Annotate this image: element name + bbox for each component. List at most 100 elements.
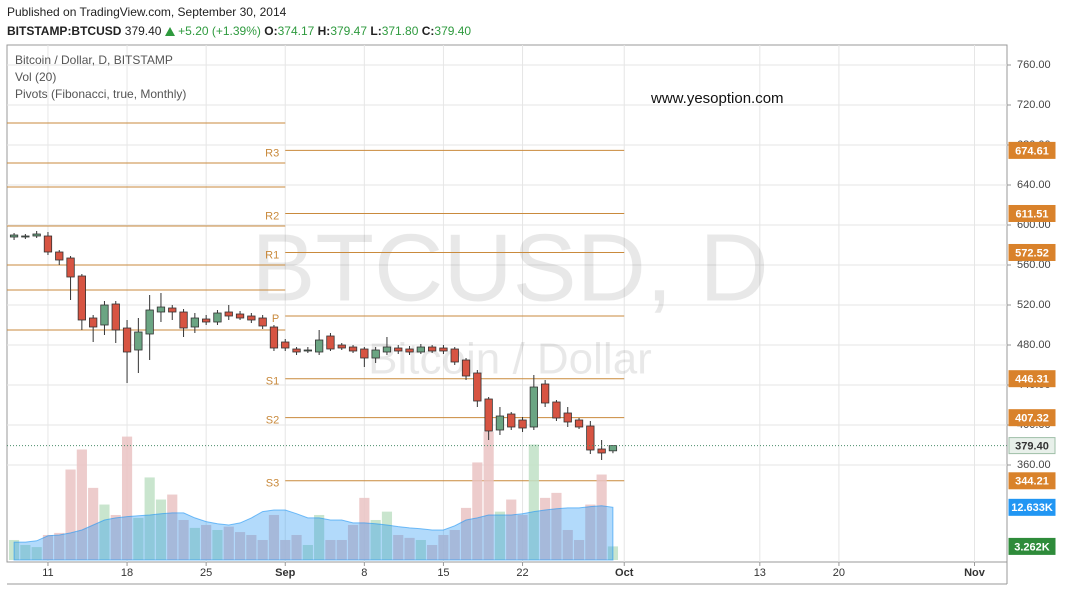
- axis-price-label: 446.31: [1015, 374, 1049, 386]
- volume-bar: [562, 529, 573, 560]
- axis-price-label: 3.262K: [1014, 541, 1050, 553]
- up-arrow: [164, 27, 175, 36]
- axis-price-box: [1008, 498, 1056, 516]
- volume-bar: [76, 449, 87, 560]
- published: Published on TradingView.com, September …: [7, 5, 287, 19]
- candle-body: [202, 318, 211, 323]
- volume-bar: [483, 431, 494, 560]
- y-tick-label: 640.00: [1017, 179, 1051, 191]
- ohlc-key: L:: [370, 24, 382, 38]
- volume-bar: [54, 532, 65, 560]
- x-tick-label: Sep: [275, 567, 295, 579]
- volume-bar: [347, 524, 359, 560]
- candle-body: [179, 311, 188, 329]
- pivot-name: S2: [266, 415, 279, 427]
- volume-bar: [359, 497, 370, 560]
- candle-body: [292, 348, 301, 353]
- candle-body: [134, 331, 143, 351]
- candle-body: [9, 234, 19, 238]
- candle-body: [507, 413, 516, 428]
- candle-body: [348, 346, 358, 352]
- axis-price-label: 674.61: [1015, 145, 1049, 157]
- volume-bar: [540, 497, 551, 560]
- y-tick-label: 760.00: [1017, 59, 1051, 71]
- x-tick-label: 8: [361, 567, 367, 579]
- x-tick-label: 11: [42, 567, 53, 579]
- candle-body: [552, 401, 561, 419]
- volume-bar: [178, 519, 189, 560]
- volume-bar: [268, 514, 280, 560]
- volume-bar: [155, 499, 167, 560]
- candle-body: [382, 346, 392, 353]
- volume-bar: [133, 517, 144, 560]
- volume-bar: [291, 534, 302, 560]
- ohlc-key: H:: [317, 24, 331, 38]
- axes: 360.00400.00440.00480.00520.00560.00600.…: [42, 59, 1056, 579]
- candle-body: [247, 315, 256, 321]
- volume-bar: [325, 539, 336, 560]
- volume-bar: [246, 534, 257, 560]
- candle-body: [439, 347, 448, 352]
- volume-bar: [144, 477, 155, 560]
- axis-price-label: 12.633K: [1011, 502, 1053, 514]
- volume-bar: [302, 544, 313, 560]
- quote-line: BITSTAMP:BTCUSD 379.40 +5.20 (+1.39%) O:…: [7, 22, 471, 41]
- volume-bar: [280, 539, 291, 560]
- candle-body: [597, 448, 606, 454]
- x-tick-label: 15: [437, 567, 449, 579]
- axis-price-box: [1008, 409, 1056, 427]
- candle-body: [89, 317, 98, 328]
- y-tick-label: 560.00: [1017, 259, 1051, 271]
- axis-price-box: [1008, 204, 1056, 222]
- axis-price-box: [1008, 141, 1056, 159]
- candle-body: [66, 257, 75, 278]
- candle-body: [574, 419, 584, 428]
- candle-body: [100, 304, 109, 326]
- symbol: BITSTAMP:BTCUSD: [7, 24, 122, 38]
- volume-bar: [189, 527, 200, 560]
- candle-body: [303, 349, 312, 352]
- volume-bar: [31, 547, 42, 560]
- volume-bar: [381, 511, 393, 560]
- candle-body: [43, 235, 53, 253]
- candle-body: [529, 386, 538, 428]
- pivot-name: R2: [265, 210, 279, 222]
- volume-bar: [573, 539, 585, 560]
- candle-body: [235, 313, 245, 319]
- legend-entry: Pivots (Fibonacci, true, Monthly): [15, 87, 186, 101]
- axis-price-box: [1008, 370, 1056, 388]
- candle-body: [450, 348, 459, 363]
- x-tick-label: 22: [516, 567, 528, 579]
- volume-bar: [212, 529, 223, 560]
- y-tick-label: 720.00: [1017, 99, 1051, 111]
- pivot-name: R3: [265, 147, 279, 159]
- candle-body: [258, 317, 267, 327]
- candle-body: [484, 398, 493, 432]
- ohlc-key: O:: [264, 24, 278, 38]
- axis-price-label: 407.32: [1015, 413, 1049, 425]
- header: Published on TradingView.com, September …: [7, 3, 471, 41]
- volume-bar: [494, 511, 506, 560]
- x-tick-label: Oct: [615, 567, 634, 579]
- candle-body: [337, 344, 346, 349]
- pivot-name: R1: [265, 249, 279, 261]
- axis-price-box: [1008, 537, 1056, 555]
- candle-body: [586, 425, 595, 451]
- volume-bar: [167, 494, 178, 560]
- candle-body: [168, 307, 177, 313]
- volume-bar: [88, 487, 99, 560]
- volume-bar: [596, 474, 607, 560]
- candle-body: [405, 348, 414, 353]
- candle-body: [326, 335, 335, 350]
- y-tick-label: 360.00: [1017, 459, 1051, 471]
- ohlc-value: 374.17: [277, 24, 315, 38]
- candle-body: [156, 306, 166, 313]
- volume-ma-area: [13, 505, 614, 561]
- volume-bar: [449, 529, 460, 560]
- candle-body: [495, 415, 505, 431]
- volume-bar: [472, 462, 483, 560]
- candle-body: [461, 359, 471, 377]
- axis-price-box: [1008, 437, 1056, 455]
